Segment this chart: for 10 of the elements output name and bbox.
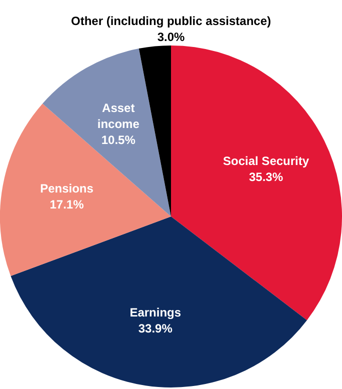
slice-label: Earnings <box>130 306 182 320</box>
slice-label: Asset income <box>97 100 140 131</box>
slice-label: Other (including public assistance) <box>70 14 272 28</box>
data-label: 10.5% <box>101 132 136 147</box>
data-label: 35.3% <box>249 170 284 184</box>
data-label: 17.1% <box>50 198 84 212</box>
slice-label: Pensions <box>40 182 94 196</box>
data-label: 33.9% <box>138 322 173 336</box>
data-label: 3.0% <box>157 30 185 44</box>
slice-label: Social Security <box>222 154 310 168</box>
